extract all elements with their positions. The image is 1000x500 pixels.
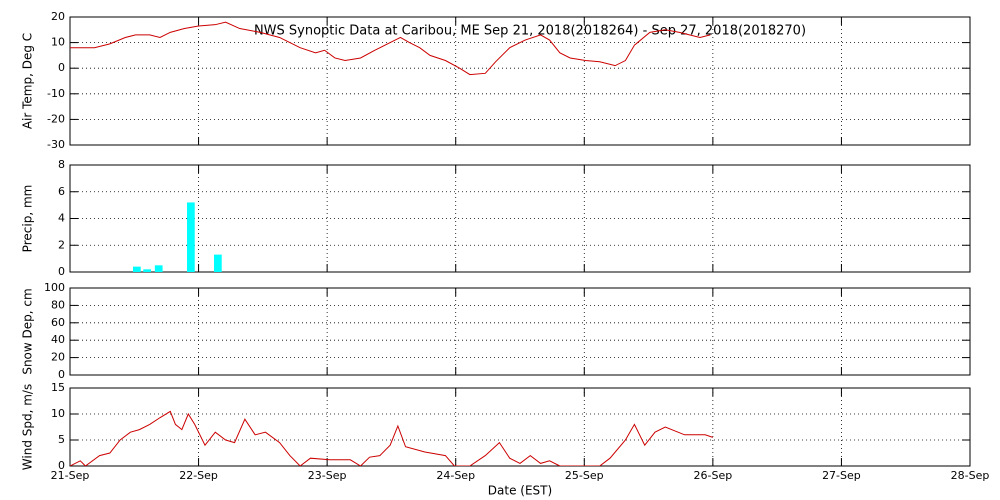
chart-title: NWS Synoptic Data at Caribou, ME Sep 21,…: [254, 24, 806, 39]
x-tick-label: 25-Sep: [565, 469, 604, 482]
y-tick-label: 0: [58, 459, 65, 472]
y-tick-label: 2: [58, 238, 65, 251]
y-axis-label: Air Temp, Deg C: [21, 33, 35, 129]
bar: [214, 254, 222, 272]
y-axis-label: Snow Dep, cm: [21, 288, 35, 374]
y-tick-label: 8: [58, 158, 65, 171]
bar: [133, 266, 141, 272]
y-tick-label: 5: [58, 433, 65, 446]
y-tick-label: -10: [47, 87, 65, 100]
panel-frame: [69, 387, 971, 467]
y-tick-label: 60: [51, 316, 65, 329]
bar: [187, 202, 195, 272]
x-tick-label: 23-Sep: [308, 469, 347, 482]
panel-frame: [69, 16, 971, 146]
y-tick-label: 20: [51, 351, 65, 364]
y-tick-label: 0: [58, 61, 65, 74]
x-tick-label: 22-Sep: [179, 469, 218, 482]
bar: [143, 269, 151, 272]
y-tick-label: 80: [51, 298, 65, 311]
y-tick-label: -20: [47, 112, 65, 125]
data-line: [70, 410, 714, 466]
y-tick-label: 40: [51, 333, 65, 346]
y-tick-label: 20: [51, 10, 65, 23]
y-tick-label: 0: [58, 368, 65, 381]
y-tick-label: 10: [51, 407, 65, 420]
y-tick-label: 4: [58, 212, 65, 225]
x-tick-label: 21-Sep: [51, 469, 90, 482]
y-tick-label: -30: [47, 138, 65, 151]
x-tick-label: 26-Sep: [694, 469, 733, 482]
y-tick-label: 15: [51, 381, 65, 394]
y-tick-label: 100: [44, 281, 65, 294]
data-line: [70, 21, 711, 76]
y-tick-label: 10: [51, 36, 65, 49]
x-axis-label: Date (EST): [488, 484, 552, 498]
x-tick-label: 27-Sep: [822, 469, 861, 482]
y-tick-label: 0: [58, 265, 65, 278]
panel-frame: [69, 287, 971, 376]
y-axis-label: Precip, mm: [21, 185, 35, 253]
y-tick-label: 6: [58, 185, 65, 198]
x-tick-label: 24-Sep: [436, 469, 475, 482]
x-tick-label: 28-Sep: [951, 469, 990, 482]
bar: [154, 265, 163, 272]
y-axis-label: Wind Spd, m/s: [21, 384, 35, 470]
panel-frame: [69, 164, 971, 273]
